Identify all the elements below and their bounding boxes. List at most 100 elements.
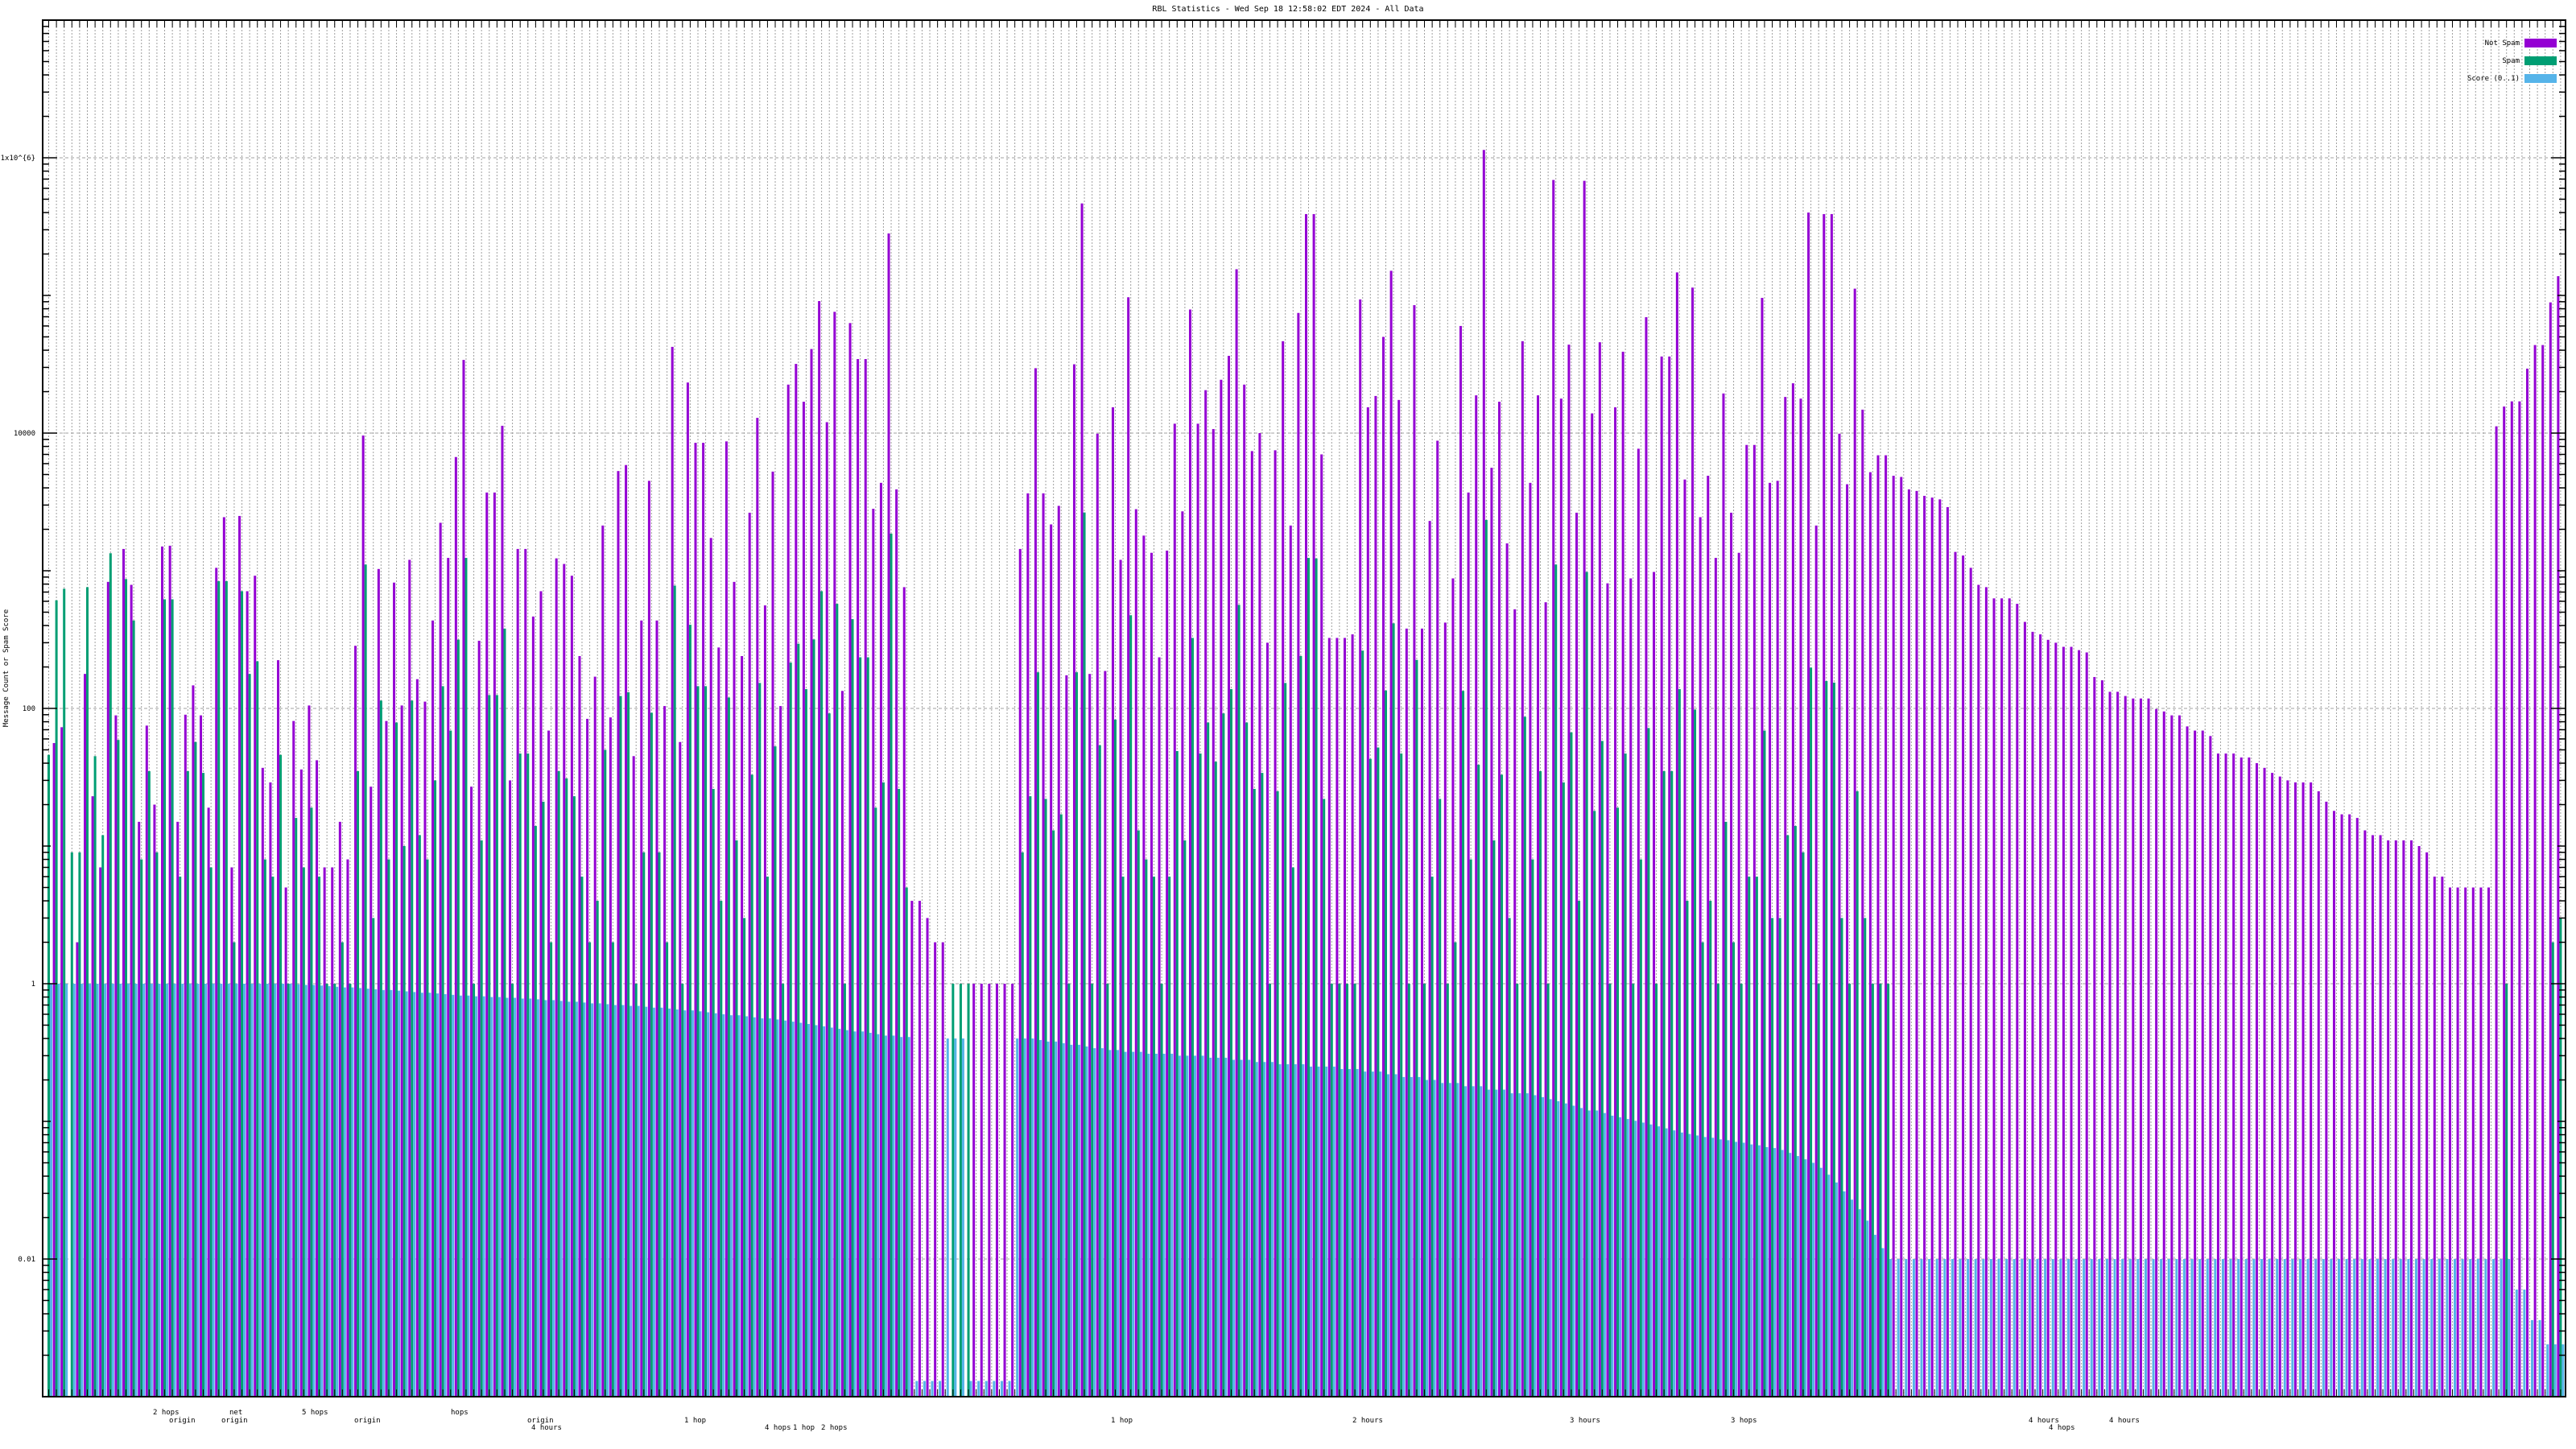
bar-not-spam [671, 346, 674, 1397]
bar-not-spam [1096, 433, 1099, 1397]
bar-not-spam [1421, 628, 1424, 1397]
bar-not-spam [145, 725, 148, 1397]
bar-score [297, 984, 300, 1397]
bar-spam [1137, 830, 1140, 1397]
bar-score [1703, 1137, 1707, 1397]
bar-spam [1439, 799, 1442, 1397]
bar-not-spam [161, 546, 164, 1397]
bar-not-spam [1853, 288, 1856, 1397]
bar-not-spam [1776, 481, 1779, 1397]
bar-not-spam [2147, 698, 2150, 1397]
bar-spam [681, 984, 684, 1397]
bar-not-spam [462, 360, 465, 1397]
bar-score [104, 984, 107, 1397]
bar-not-spam [122, 548, 126, 1397]
bar-score [1170, 1053, 1174, 1397]
bar-score [1819, 1167, 1823, 1397]
bar-spam [1083, 512, 1086, 1397]
bar-score [390, 989, 393, 1397]
bar-not-spam [1559, 398, 1563, 1397]
bar-spam [1840, 918, 1843, 1397]
bar-not-spam [1042, 493, 1045, 1397]
bar-score [467, 995, 470, 1397]
bar-score [1665, 1128, 1668, 1397]
bar-not-spam [477, 640, 481, 1397]
bar-not-spam [1443, 622, 1447, 1397]
bar-not-spam [1876, 455, 1880, 1397]
x-tick-label-fragment: 1 hop [1111, 1417, 1133, 1425]
bar-spam [225, 580, 228, 1397]
bar-not-spam [1498, 402, 1501, 1397]
bar-score [1224, 1057, 1228, 1397]
bar-not-spam [1111, 407, 1114, 1397]
bar-not-spam [2332, 811, 2335, 1397]
bar-score [1216, 1057, 1220, 1397]
bar-score [1364, 1071, 1367, 1397]
bar-not-spam [2310, 782, 2313, 1397]
bar-spam [836, 604, 839, 1397]
bar-spam [2551, 942, 2554, 1397]
bar-spam [1771, 918, 1774, 1397]
bar-not-spam [1761, 298, 1764, 1397]
bar-spam [782, 984, 785, 1397]
bar-spam [125, 579, 128, 1397]
bar-spam [1678, 689, 1681, 1397]
bar-not-spam [872, 509, 875, 1397]
bar-score [2546, 1344, 2549, 1397]
bar-not-spam [1737, 552, 1740, 1397]
bar-not-spam [1969, 568, 1972, 1397]
bar-spam [302, 867, 305, 1397]
bar-not-spam [99, 867, 102, 1397]
bar-score [776, 1019, 779, 1397]
bar-not-spam [570, 576, 573, 1397]
bar-spam [372, 918, 375, 1397]
bar-score [452, 994, 455, 1397]
bar-not-spam [833, 312, 836, 1397]
bar-score [1804, 1159, 1807, 1397]
bar-score [2298, 1259, 2301, 1397]
bar-score [2252, 1259, 2256, 1397]
bar-score [1410, 1076, 1413, 1397]
bar-score [1441, 1083, 1444, 1397]
bar-not-spam [1722, 393, 1725, 1397]
bar-spam [1368, 758, 1372, 1397]
bar-score [1580, 1108, 1583, 1397]
bar-score [1626, 1119, 1629, 1397]
bar-score [1085, 1046, 1088, 1397]
bar-spam [473, 984, 476, 1397]
bar-score [1240, 1059, 1243, 1397]
bar-spam [402, 846, 406, 1397]
bar-not-spam [763, 605, 766, 1397]
bar-not-spam [1799, 398, 1802, 1397]
bar-score [2175, 1259, 2178, 1397]
bar-score [1866, 1220, 1869, 1397]
bar-not-spam [663, 706, 667, 1397]
bar-spam [1229, 689, 1232, 1397]
bar-score [2392, 1259, 2395, 1397]
bar-score [637, 1005, 640, 1397]
bar-spam [1694, 709, 1697, 1397]
bar-score [606, 1004, 609, 1397]
bar-spam [704, 686, 708, 1397]
bar-spam [1415, 659, 1418, 1397]
bar-spam [1346, 984, 1349, 1397]
bar-not-spam [393, 582, 396, 1397]
bar-spam [1778, 918, 1781, 1397]
bar-score [1649, 1124, 1653, 1397]
bar-not-spam [1204, 390, 1208, 1397]
bar-score [2190, 1259, 2194, 1397]
bar-not-spam [308, 705, 311, 1397]
bar-spam [233, 942, 236, 1397]
bar-score [892, 1035, 895, 1397]
bar-score [1974, 1259, 1977, 1397]
bar-not-spam [2124, 696, 2127, 1397]
bar-score [1464, 1086, 1468, 1397]
bar-score [2353, 1259, 2356, 1397]
bar-spam [619, 696, 622, 1397]
bar-score [985, 1381, 988, 1397]
bar-not-spam [2186, 726, 2189, 1397]
bar-spam [1709, 901, 1712, 1397]
bar-score [1773, 1148, 1777, 1397]
bar-score [1928, 1259, 1931, 1397]
bar-score [2229, 1259, 2232, 1397]
